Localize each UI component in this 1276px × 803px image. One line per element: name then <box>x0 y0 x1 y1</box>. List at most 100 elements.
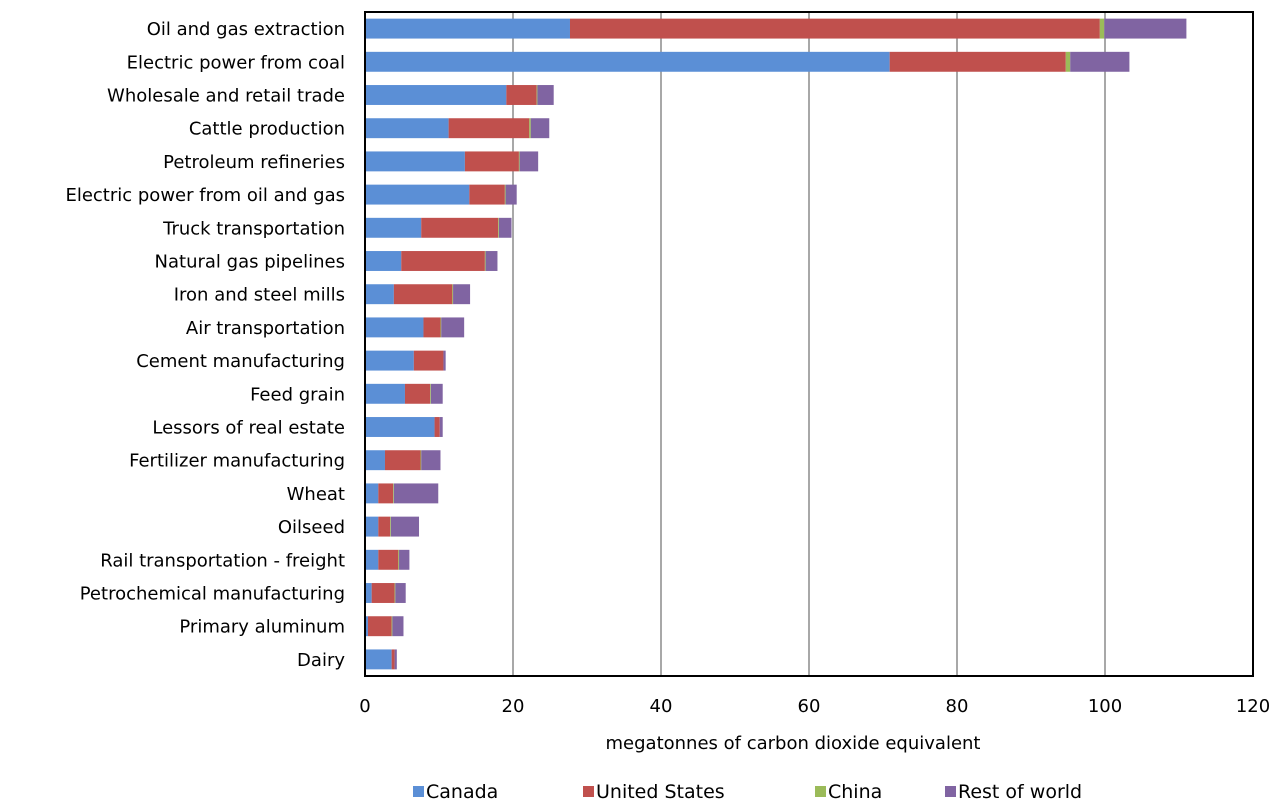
bar-7-1 <box>401 251 485 271</box>
category-label-9: Air transportation <box>186 318 345 339</box>
legend: Canada United States China Rest of world <box>413 781 1082 803</box>
bar-16-3 <box>399 549 410 570</box>
category-label-1: Electric power from coal <box>127 52 345 73</box>
bar-14-1 <box>378 483 394 504</box>
bar-3-2 <box>529 118 531 139</box>
bar-5-2 <box>504 184 506 205</box>
bar-9-0 <box>365 317 424 338</box>
bar-18-2 <box>391 616 393 637</box>
category-label-19: Dairy <box>297 650 345 671</box>
bar-1-0 <box>365 51 890 72</box>
x-tick-label-3: 60 <box>798 696 821 717</box>
category-label-11: Feed grain <box>250 384 345 405</box>
plot-area-border <box>364 11 1254 677</box>
bar-6-1 <box>421 217 499 238</box>
bar-14-0 <box>365 483 379 504</box>
bar-0-2 <box>1099 18 1105 39</box>
category-label-7: Natural gas pipelines <box>155 252 345 273</box>
category-label-17: Petrochemical manufacturing <box>80 584 345 605</box>
bar-4-3 <box>519 151 539 172</box>
legend-swatch-0 <box>413 786 424 797</box>
bar-19-3 <box>394 649 397 670</box>
bar-16-2 <box>398 549 400 570</box>
bar-1-3 <box>1070 51 1130 72</box>
bar-9-3 <box>441 317 465 338</box>
bar-16-1 <box>378 549 399 570</box>
bar-10-0 <box>365 350 414 371</box>
category-label-15: Oilseed <box>278 517 345 538</box>
category-label-5: Electric power from oil and gas <box>65 185 345 206</box>
bar-11-1 <box>404 383 431 404</box>
bar-13-1 <box>384 450 421 471</box>
x-tick-label-2: 40 <box>650 696 673 717</box>
bar-5-3 <box>505 184 517 205</box>
legend-label-2: China <box>828 781 882 803</box>
bar-19-0 <box>365 649 392 670</box>
category-label-16: Rail transportation - freight <box>100 550 345 571</box>
bar-15-0 <box>365 516 379 537</box>
bar-6-2 <box>498 217 499 238</box>
bar-12-0 <box>365 417 435 437</box>
bar-10-1 <box>413 350 444 371</box>
bar-18-3 <box>392 616 404 637</box>
bar-15-1 <box>378 516 391 537</box>
bar-12-1 <box>434 417 440 437</box>
bar-9-1 <box>423 317 441 338</box>
category-labels: Oil and gas extraction Electric power fro… <box>65 19 345 671</box>
x-tick-label-0: 0 <box>359 696 370 717</box>
bar-7-0 <box>365 251 402 271</box>
bar-4-1 <box>464 151 519 172</box>
bar-17-3 <box>395 583 406 603</box>
bar-6-3 <box>498 217 512 238</box>
bar-10-3 <box>443 350 446 371</box>
bar-6-0 <box>365 217 422 238</box>
bar-13-2 <box>420 450 422 471</box>
bars <box>365 18 1187 670</box>
category-label-14: Wheat <box>287 484 345 505</box>
legend-label-3: Rest of world <box>958 781 1082 803</box>
bar-14-2 <box>393 483 394 504</box>
bar-8-0 <box>365 284 394 305</box>
bar-8-2 <box>452 284 454 305</box>
bar-8-3 <box>453 284 471 305</box>
bar-18-0 <box>365 616 368 637</box>
bar-9-2 <box>440 317 442 338</box>
x-tick-label-6: 120 <box>1236 696 1270 717</box>
category-label-3: Cattle production <box>189 119 345 140</box>
x-tick-label-5: 100 <box>1088 696 1122 717</box>
category-label-10: Cement manufacturing <box>136 351 345 372</box>
bar-2-1 <box>506 85 537 105</box>
bar-13-0 <box>365 450 385 471</box>
bar-12-3 <box>439 417 443 437</box>
bar-11-0 <box>365 383 405 404</box>
bar-15-2 <box>390 516 391 537</box>
category-label-18: Primary aluminum <box>179 617 345 638</box>
bar-17-2 <box>394 583 396 603</box>
bar-14-3 <box>393 483 439 504</box>
bar-3-1 <box>448 118 530 139</box>
legend-label-1: United States <box>596 781 725 803</box>
bar-0-3 <box>1104 18 1187 39</box>
category-label-4: Petroleum refineries <box>163 152 345 173</box>
bar-3-3 <box>530 118 550 139</box>
bar-13-3 <box>421 450 441 471</box>
bar-4-2 <box>518 151 520 172</box>
bar-7-3 <box>485 251 498 271</box>
bar-0-1 <box>569 18 1100 39</box>
bar-7-2 <box>484 251 486 271</box>
legend-swatch-1 <box>583 786 594 797</box>
bar-5-1 <box>469 184 505 205</box>
bar-15-3 <box>390 516 420 537</box>
bar-8-1 <box>393 284 453 305</box>
bar-4-0 <box>365 151 465 172</box>
bar-17-1 <box>371 583 395 603</box>
bar-5-0 <box>365 184 470 205</box>
bar-2-0 <box>365 85 507 105</box>
legend-swatch-2 <box>815 786 826 797</box>
bar-18-1 <box>367 616 392 637</box>
category-label-6: Truck transportation <box>162 218 345 239</box>
x-axis-label: megatonnes of carbon dioxide equivalent <box>606 733 981 754</box>
category-label-0: Oil and gas extraction <box>147 19 345 40</box>
